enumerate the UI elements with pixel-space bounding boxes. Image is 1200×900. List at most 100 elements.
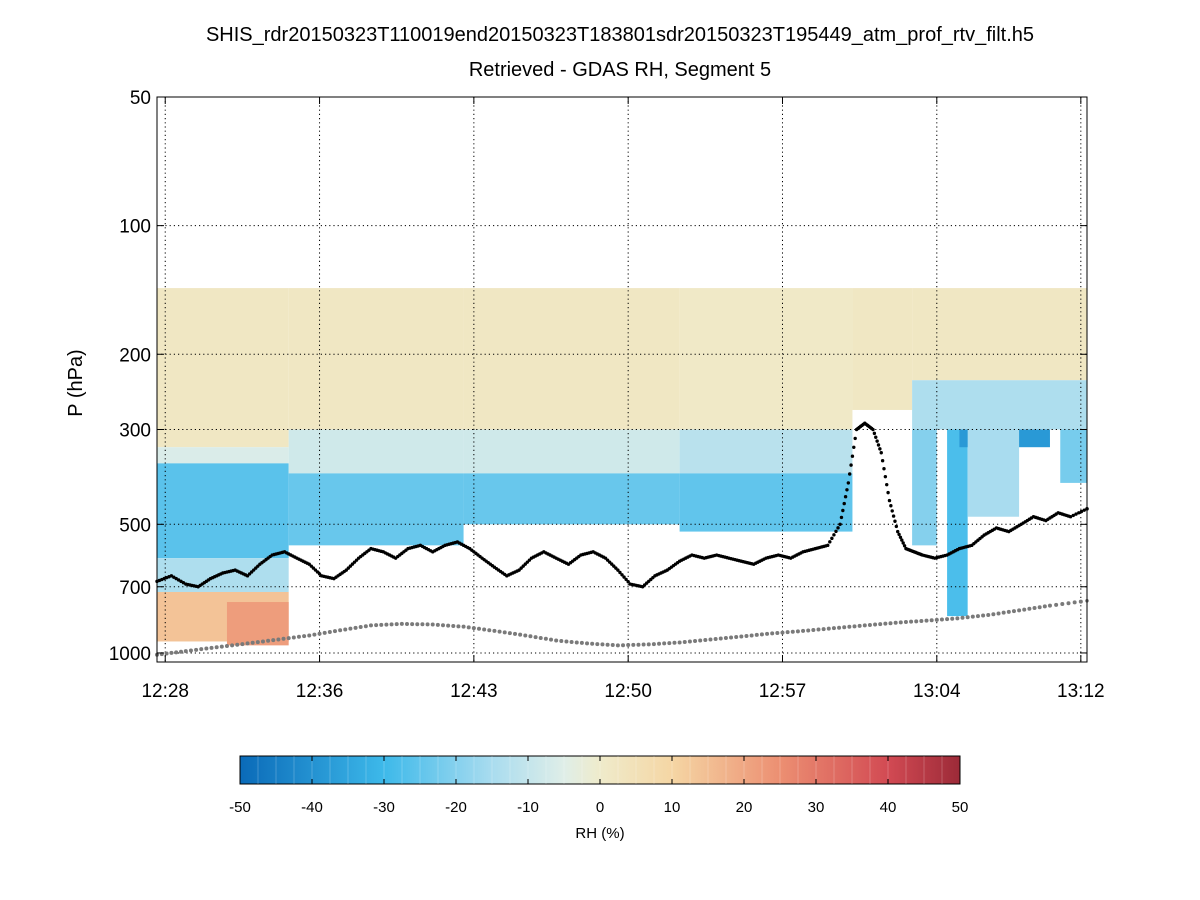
series-marker — [255, 640, 260, 645]
field-cell — [288, 288, 464, 430]
series-marker — [873, 622, 878, 627]
series-marker — [890, 509, 894, 513]
series-marker — [846, 481, 851, 485]
series-marker — [880, 459, 885, 463]
series-marker — [759, 632, 764, 637]
series-marker — [538, 635, 543, 640]
series-marker — [502, 630, 507, 635]
series-marker — [981, 613, 986, 618]
series-marker — [302, 634, 307, 639]
series-marker — [164, 651, 169, 656]
series-marker — [214, 645, 219, 650]
series-marker — [492, 628, 497, 633]
field-cell — [463, 473, 680, 525]
series-marker — [718, 636, 723, 641]
series-marker — [610, 643, 615, 648]
field-cell — [912, 380, 1087, 430]
series-marker — [296, 634, 301, 639]
series-marker — [703, 637, 708, 642]
series-marker — [410, 622, 415, 627]
y-tick-label: 1000 — [109, 644, 151, 665]
series-marker — [651, 642, 656, 647]
series-marker — [929, 618, 934, 623]
chart-subtitle: Retrieved - GDAS RH, Segment 5 — [469, 59, 771, 81]
field-cell — [1060, 429, 1087, 483]
field-cell — [463, 429, 680, 474]
series-marker — [528, 634, 533, 639]
x-tick-label: 12:57 — [759, 681, 807, 702]
colorbar-label: RH (%) — [575, 825, 624, 842]
plot-frame — [156, 96, 1088, 663]
series-marker — [852, 624, 857, 629]
series-marker — [266, 638, 271, 643]
series-marker — [939, 617, 944, 622]
series-marker — [991, 612, 996, 617]
series-marker — [1068, 515, 1073, 519]
series-marker — [902, 544, 907, 548]
series-marker — [843, 495, 848, 499]
series-marker — [900, 538, 904, 542]
series-marker — [698, 638, 703, 643]
series-marker — [849, 463, 853, 467]
series-marker — [615, 643, 620, 648]
series-marker — [965, 615, 970, 620]
series-marker — [882, 466, 886, 471]
series-marker — [826, 626, 831, 631]
series-marker — [389, 622, 394, 627]
series-marker — [194, 647, 199, 652]
series-marker — [322, 630, 327, 635]
series-marker — [897, 532, 901, 537]
series-marker — [754, 632, 759, 637]
series-marker — [343, 627, 348, 632]
series-marker — [605, 642, 610, 647]
series-marker — [497, 629, 502, 634]
x-tick-label: 12:28 — [141, 681, 189, 702]
x-tick-label: 12:43 — [450, 681, 498, 702]
series-marker — [368, 623, 373, 628]
series-marker — [543, 636, 548, 641]
series-marker — [950, 616, 955, 621]
series-marker — [209, 645, 214, 650]
series-marker — [616, 568, 620, 572]
series-marker — [828, 540, 832, 544]
series-marker — [672, 640, 677, 645]
series-marker — [830, 536, 834, 541]
y-tick-label: 100 — [119, 217, 151, 238]
series-marker — [872, 431, 877, 436]
series-marker — [1072, 600, 1077, 605]
y-tick-label: 500 — [119, 515, 151, 536]
series-marker — [893, 519, 897, 523]
series-marker — [1060, 602, 1065, 607]
field-cell — [679, 473, 853, 532]
field-cell — [912, 288, 1087, 381]
series-marker — [901, 541, 905, 545]
series-marker — [1078, 599, 1083, 604]
series-marker — [482, 627, 487, 632]
series-marker — [816, 627, 821, 632]
series-marker — [934, 617, 939, 622]
series-marker — [641, 642, 646, 647]
plot-grid — [157, 96, 1087, 662]
series-marker — [845, 488, 849, 492]
field-cell — [463, 288, 680, 430]
field-cell — [912, 429, 937, 546]
series-marker — [569, 639, 574, 644]
colorbar: -50 -40 -30 -20 -10 0 10 20 30 40 50 — [229, 755, 968, 816]
series-marker — [1011, 609, 1016, 614]
series-marker — [898, 620, 903, 625]
series-marker — [790, 629, 795, 634]
series-marker — [533, 635, 538, 640]
colorbar-tick-label: -10 — [517, 799, 539, 816]
series-marker — [174, 650, 179, 655]
series-marker — [235, 642, 240, 647]
series-marker — [446, 623, 451, 628]
series-marker — [240, 642, 245, 647]
series-marker — [518, 632, 523, 637]
series-marker — [874, 435, 878, 439]
series-marker — [338, 628, 343, 633]
x-tick-label: 13:04 — [913, 681, 961, 702]
series-marker — [878, 622, 883, 627]
field-cell — [679, 429, 853, 474]
series-marker — [896, 529, 900, 534]
series-marker — [749, 633, 754, 638]
